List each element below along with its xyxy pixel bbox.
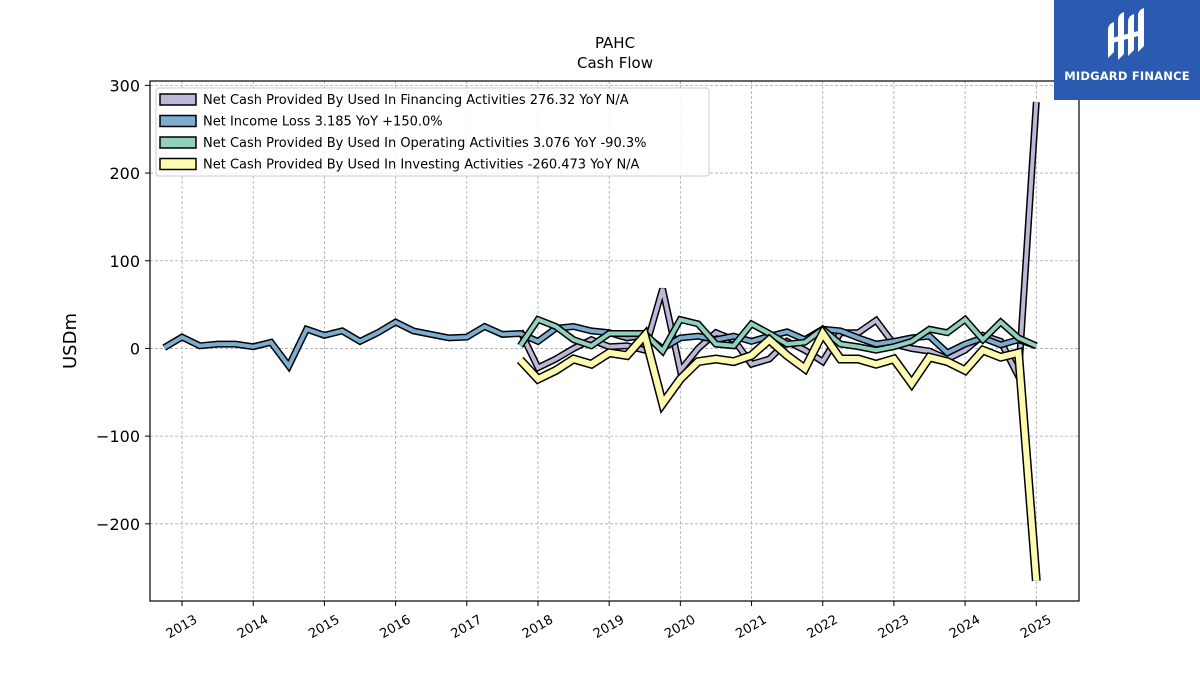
x-tick-label: 2020 xyxy=(662,612,698,642)
legend: Net Cash Provided By Used In Financing A… xyxy=(155,87,710,177)
x-tick-label: 2015 xyxy=(306,612,342,642)
y-tick-label: 300 xyxy=(109,76,140,95)
y-axis-label: USDm xyxy=(60,313,81,369)
legend-frame xyxy=(155,87,710,177)
plot-frame xyxy=(149,80,1080,602)
x-tick-label: 2022 xyxy=(805,612,841,642)
legend-label: Net Cash Provided By Used In Operating A… xyxy=(203,136,646,151)
y-tick-label: −100 xyxy=(96,427,140,446)
y-tick-label: 200 xyxy=(109,164,140,183)
legend-label: Net Income Loss 3.185 YoY +150.0% xyxy=(203,115,443,130)
y-tick-label: 100 xyxy=(109,252,140,271)
series-line-1 xyxy=(163,319,1037,370)
y-tick-label: 0 xyxy=(130,339,140,358)
x-tick-label: 2016 xyxy=(377,612,413,642)
legend-swatch xyxy=(159,157,197,171)
chart-title: PAHC xyxy=(595,34,635,52)
series-line-2 xyxy=(518,316,1038,355)
x-tick-label: 2025 xyxy=(1018,612,1054,642)
legend-label: Net Cash Provided By Used In Investing A… xyxy=(203,158,640,173)
legend-swatch xyxy=(159,93,197,106)
x-tick-label: 2017 xyxy=(449,612,485,642)
x-tick-label: 2013 xyxy=(164,612,200,642)
x-tick-label: 2018 xyxy=(520,612,556,642)
midgard-finance-logo: MIDGARD FINANCE xyxy=(1054,0,1200,100)
x-tick-label: 2019 xyxy=(591,612,627,642)
y-tick-label: −200 xyxy=(96,515,140,534)
series-line-3 xyxy=(517,327,1040,582)
series-lines xyxy=(162,101,1041,582)
chart-subtitle: Cash Flow xyxy=(577,54,653,72)
x-tick-label: 2014 xyxy=(235,612,271,642)
logo-text: MIDGARD FINANCE xyxy=(1064,69,1190,83)
legend-swatch xyxy=(159,136,197,149)
legend-label: Net Cash Provided By Used In Financing A… xyxy=(203,93,629,108)
logo-mark-icon xyxy=(1108,8,1144,60)
x-tick-label: 2021 xyxy=(733,612,769,642)
legend-swatch xyxy=(159,114,197,128)
x-tick-label: 2023 xyxy=(876,612,912,642)
x-tick-label: 2024 xyxy=(947,612,983,642)
